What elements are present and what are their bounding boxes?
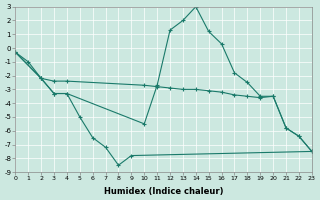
X-axis label: Humidex (Indice chaleur): Humidex (Indice chaleur) <box>104 187 223 196</box>
